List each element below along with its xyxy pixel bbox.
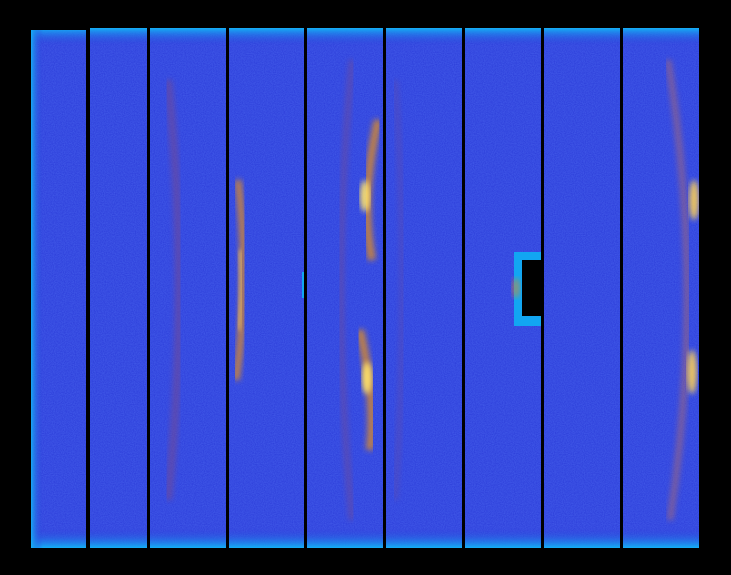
arc-orange-4 [665, 59, 690, 521]
arc-hot-1 [236, 249, 244, 331]
hot-spot-2 [362, 362, 372, 394]
panel-edge-trims [31, 20, 731, 560]
detector-field [31, 28, 699, 548]
field-noise [31, 28, 699, 548]
panel-gap-3 [226, 20, 229, 560]
panel-gap-1 [86, 20, 90, 560]
panel-gap-5 [383, 20, 386, 560]
hot-spot-4 [687, 350, 697, 394]
beamstop-core [522, 260, 544, 316]
panel-gap-2 [147, 20, 150, 560]
beamstop-shadow [512, 252, 544, 326]
diffraction-rings [164, 59, 699, 521]
panel-gaps [86, 20, 623, 560]
trim-bottom-9 [623, 548, 699, 560]
field-bottom-edge [31, 528, 699, 548]
trim-top-1 [31, 22, 86, 30]
beamstop-glow [512, 278, 520, 298]
panel-gap-6 [462, 20, 465, 560]
panel-gap-7 [541, 20, 544, 560]
arc-faint-2 [338, 59, 355, 521]
arc-faint-1 [164, 79, 183, 501]
arc-orange-3 [356, 329, 376, 451]
hot-spot-1 [360, 180, 370, 212]
trim-right [699, 20, 731, 560]
field-left-edge [31, 28, 43, 548]
arc-faint-3 [392, 79, 405, 501]
panel-gap-4 [304, 20, 307, 560]
field-top-edge [31, 28, 699, 46]
hot-spot-3 [689, 180, 699, 220]
panel-gap-8 [620, 20, 623, 560]
